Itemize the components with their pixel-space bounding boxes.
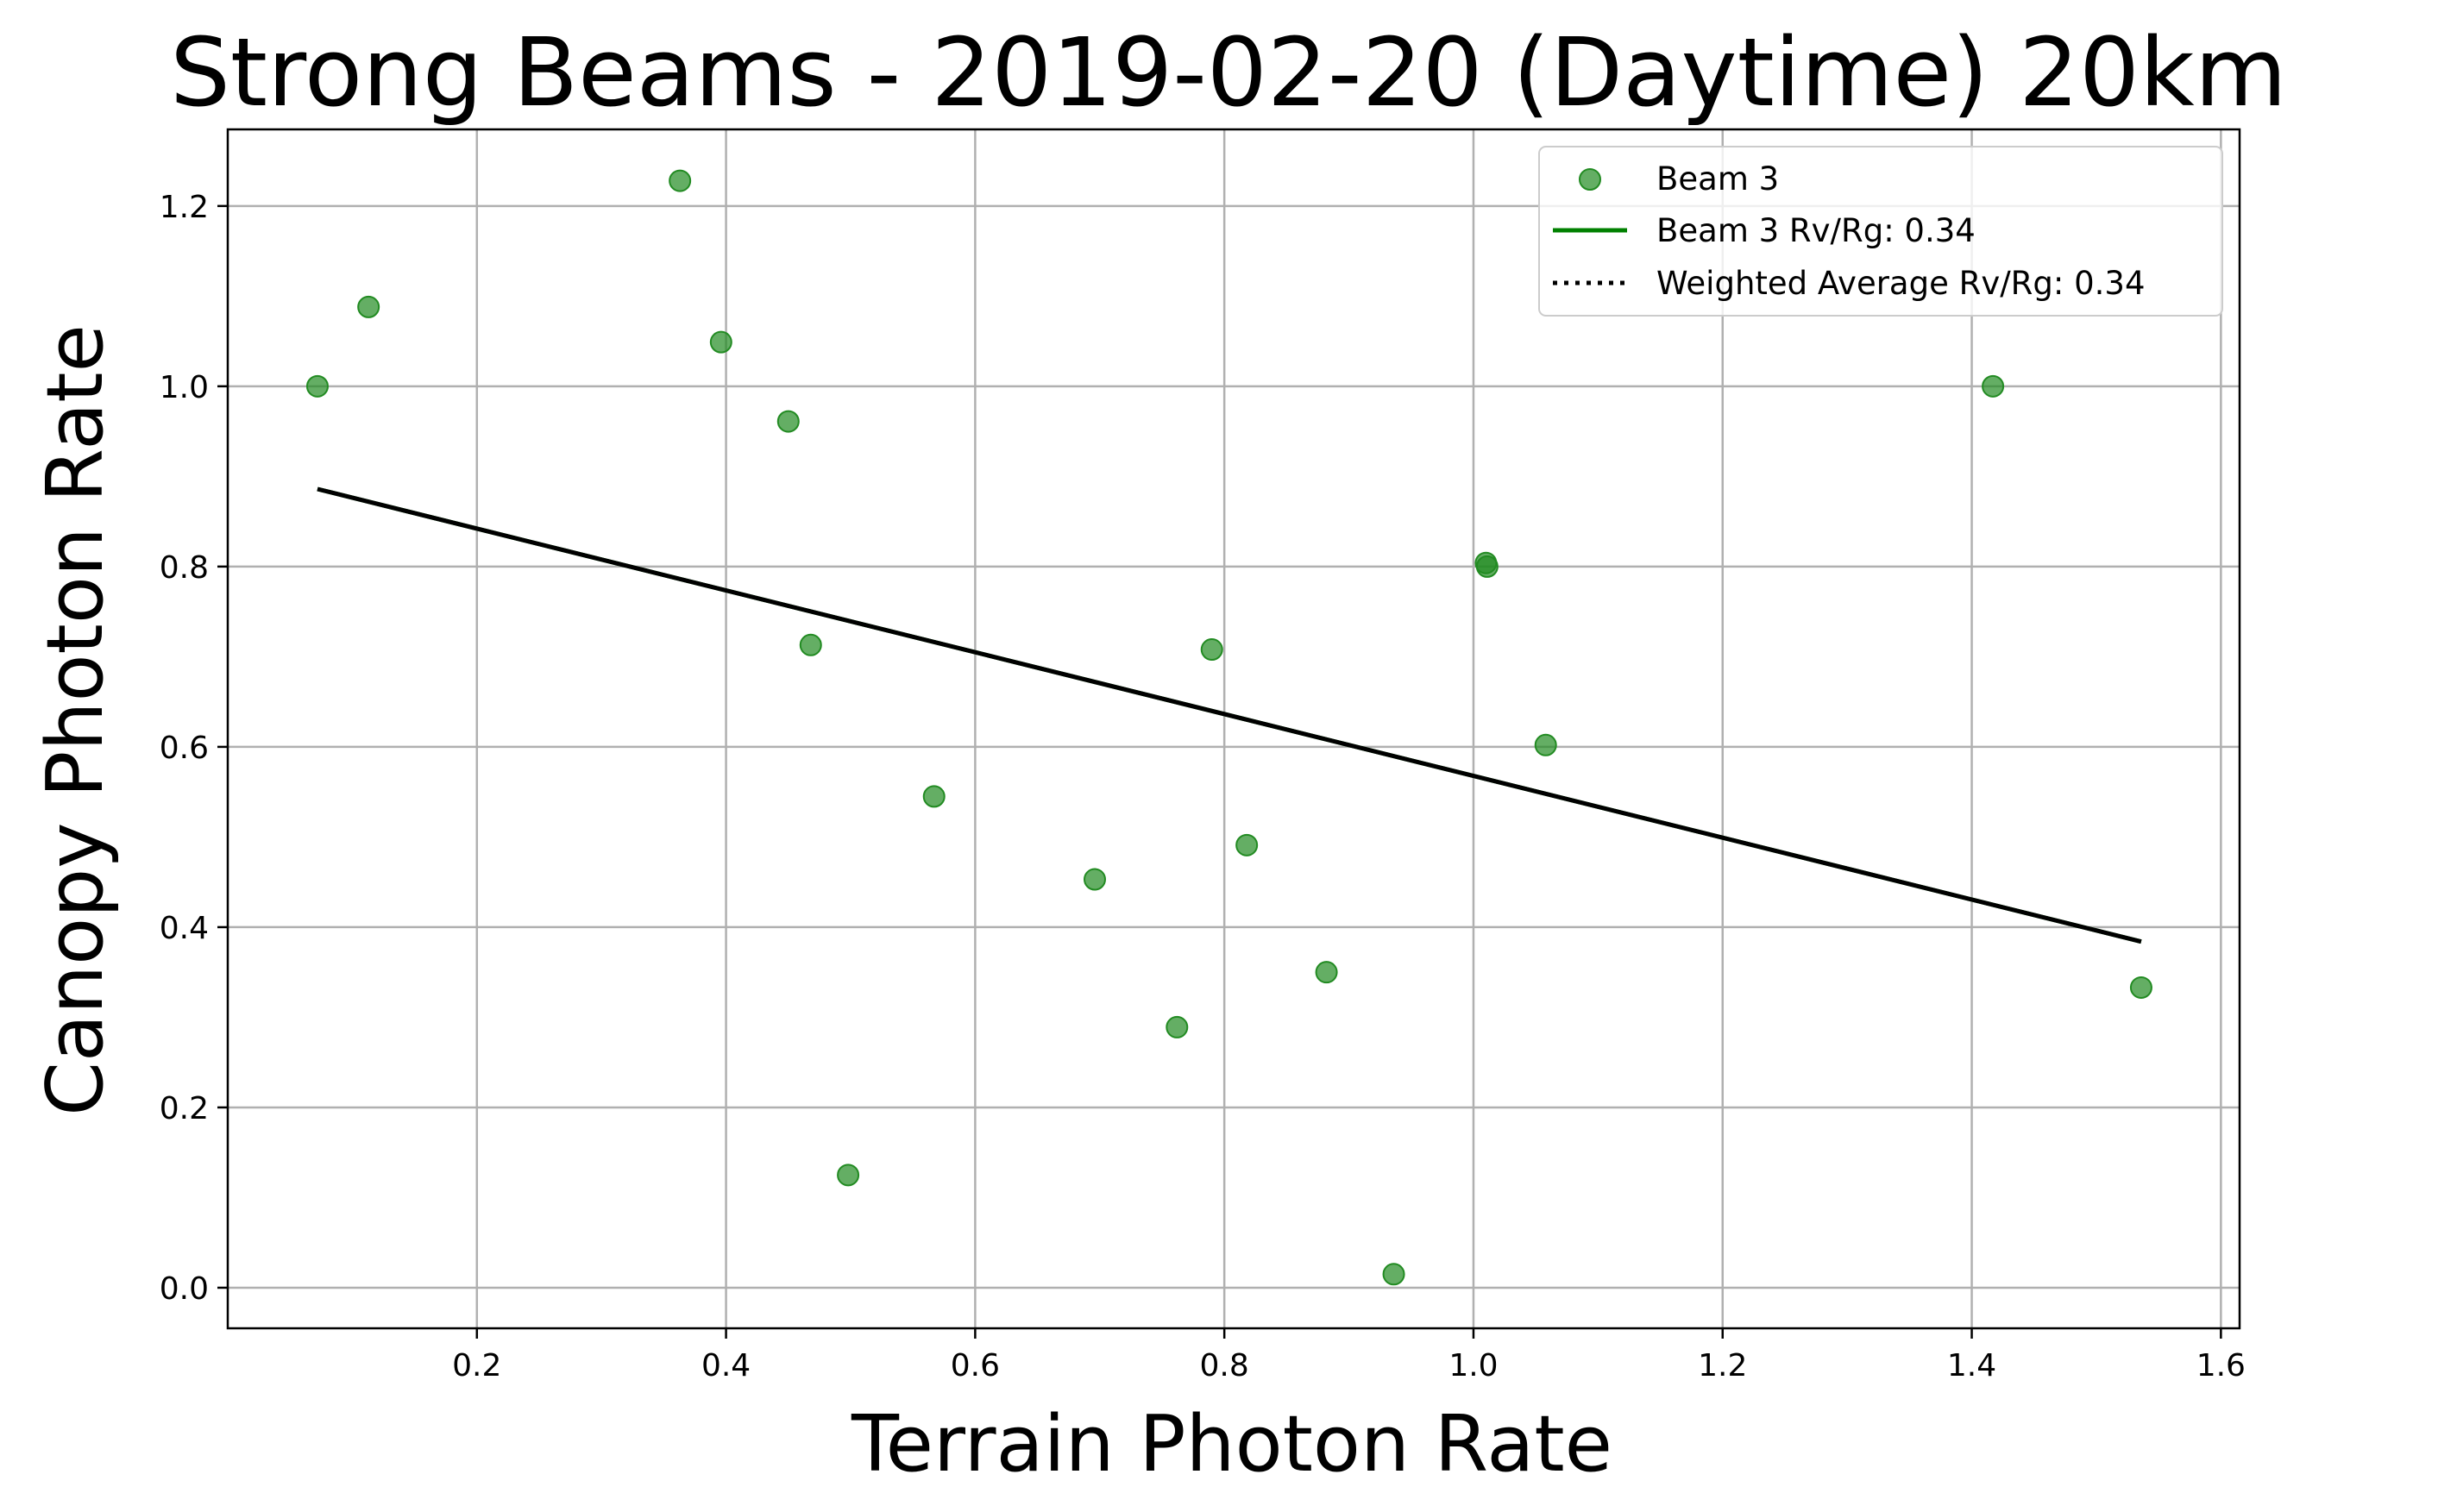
y-axis-label: Canopy Photon Rate [30,324,121,1116]
x-tick-label: 0.2 [452,1348,501,1383]
data-point [2129,976,2152,999]
data-point [1235,833,1259,856]
legend-label-beam-3: Beam 3 [1656,160,1779,198]
data-point [1083,868,1106,891]
legend: Beam 3 Beam 3 Rv/Rg: 0.34 Weighted Avera… [1538,146,2223,317]
data-point [1166,1015,1189,1038]
legend-label-weighted-average: Weighted Average Rv/Rg: 0.34 [1656,265,2146,302]
data-point [1475,555,1499,578]
legend-frame [1538,146,2223,317]
fit-lines [317,486,2142,944]
x-axis-ticks: 0.2 0.4 0.6 0.8 1.0 1.2 1.4 1.6 [452,1328,2246,1383]
plot-frame [226,128,2241,1330]
x-tick-label: 1.6 [2196,1348,2246,1383]
y-tick-label: 0.6 [160,731,209,766]
data-point [1200,638,1223,662]
grid [228,129,2240,1328]
x-tick-label: 1.0 [1448,1348,1498,1383]
data-point [305,374,329,398]
y-tick-label: 1.2 [160,190,209,225]
y-axis-ticks: 0.0 0.2 0.4 0.6 0.8 1.0 1.2 [160,190,228,1307]
y-tick-label: 0.2 [160,1091,209,1126]
y-tick-label: 0.8 [160,550,209,586]
data-point [1534,733,1557,756]
y-tick-label: 1.0 [160,370,209,405]
data-point [799,633,822,656]
data-point [1982,374,2005,398]
x-tick-label: 0.4 [701,1348,751,1383]
legend-marker-beam-3 [1579,168,1601,191]
data-point [776,410,800,433]
legend-label-beam-3-fit: Beam 3 Rv/Rg: 0.34 [1656,212,1976,249]
x-tick-label: 0.8 [1200,1348,1249,1383]
y-tick-label: 0.4 [160,911,209,946]
data-point [837,1164,860,1187]
chart-title: Strong Beams - 2019-02-20 (Daytime) 20km [170,17,2287,128]
x-tick-label: 0.6 [951,1348,1000,1383]
data-point [1315,961,1338,984]
data-point [669,169,692,192]
data-point [922,785,946,808]
y-tick-label: 0.0 [160,1271,209,1307]
x-axis-label: Terrain Photon Rate [851,1399,1612,1490]
data-point [709,330,732,354]
scatter-points [305,169,2152,1286]
data-point [357,295,380,318]
x-tick-label: 1.4 [1947,1348,1996,1383]
data-point [1382,1263,1405,1286]
weighted-average-line [317,486,2142,944]
x-tick-label: 1.2 [1698,1348,1747,1383]
